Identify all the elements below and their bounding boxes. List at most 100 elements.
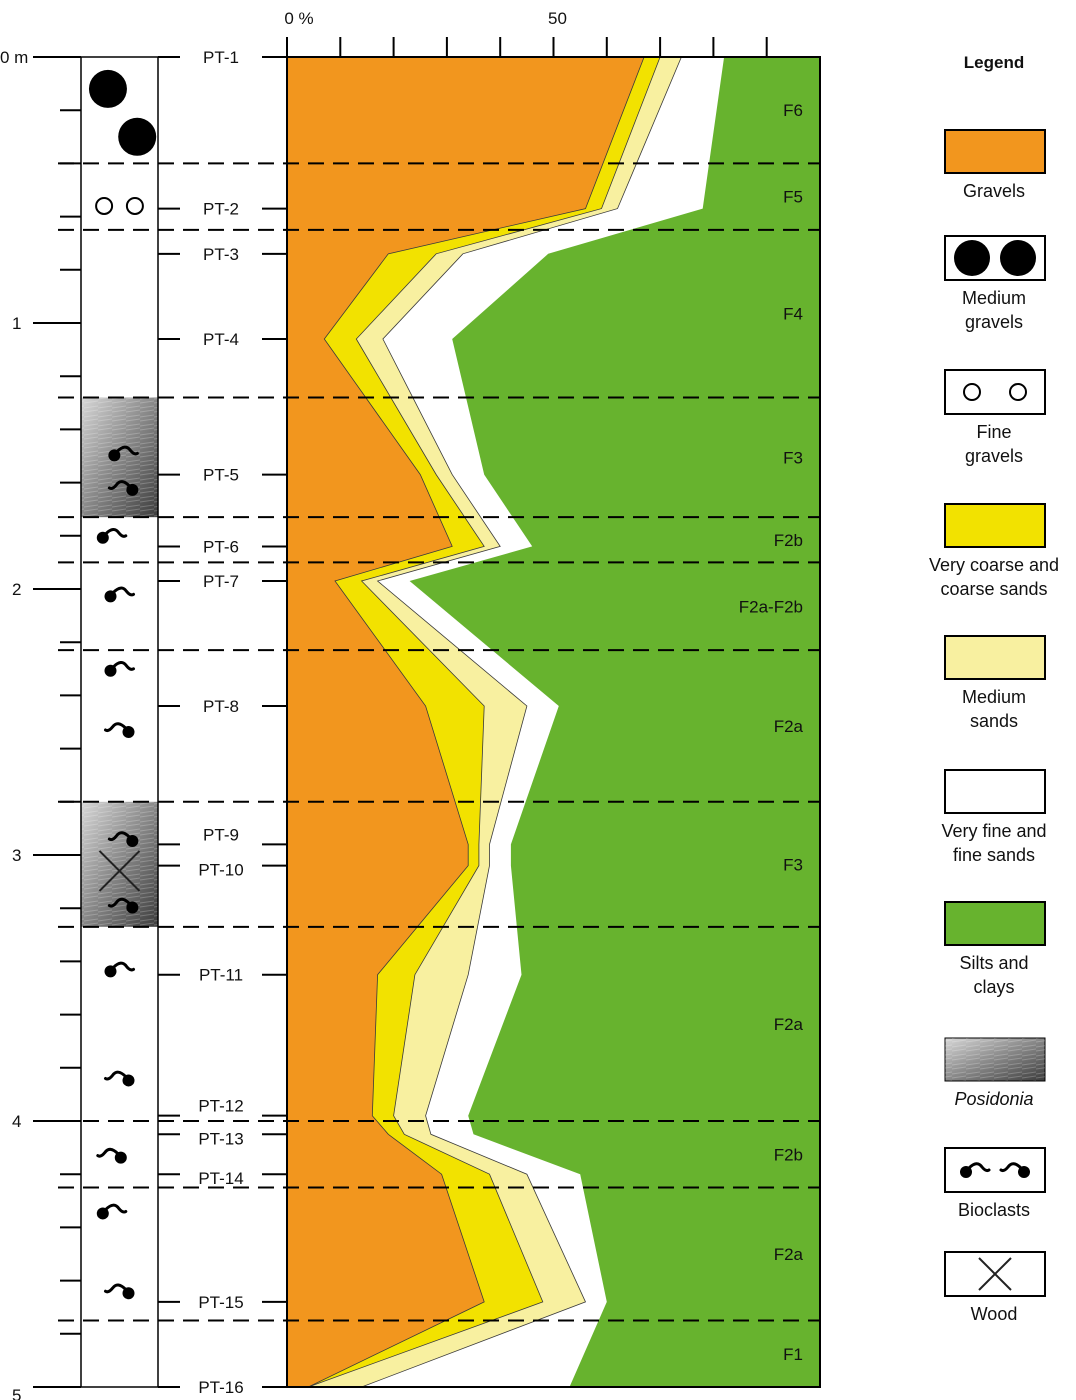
legend-label-line: gravels xyxy=(965,446,1023,466)
legend-label-line: fine sands xyxy=(953,845,1035,865)
facies-label: F5 xyxy=(783,188,803,207)
bioclast-tail-icon xyxy=(96,1147,120,1158)
legend-label: Medium gravels xyxy=(962,288,1026,332)
area-very-coarse-and-coarse-sands xyxy=(308,57,661,1387)
legend-item: Medium gravels xyxy=(944,235,1046,332)
bioclast-tail-icon xyxy=(999,1162,1023,1173)
legend-item: Very coarse and coarse sands xyxy=(929,503,1059,599)
sample-label: PT-8 xyxy=(203,697,239,716)
legend-swatch xyxy=(944,1147,1046,1193)
bioclast-tail-icon xyxy=(104,1203,128,1214)
legend-label: Silts and clays xyxy=(959,953,1028,997)
legend-label-line: Wood xyxy=(971,1304,1018,1324)
band-boundary-line xyxy=(361,57,682,1387)
sample-label: PT-4 xyxy=(203,330,239,349)
facies-label: F2a-F2b xyxy=(739,597,803,616)
legend-swatch xyxy=(944,901,1046,946)
legend-label: Gravels xyxy=(963,181,1025,201)
bioclast-tail-icon xyxy=(104,1070,127,1081)
legend-item: Wood xyxy=(944,1251,1046,1324)
depth-axis-label: 5 xyxy=(12,1386,21,1400)
legend: Legend Gravels Medium gravels Fine gravels Ver… xyxy=(929,53,1059,1324)
legend-item: Very fine and fine sands xyxy=(941,769,1047,865)
legend-item: Medium sands xyxy=(944,635,1046,731)
legend-swatch xyxy=(944,503,1046,548)
bioclast-tail-icon xyxy=(112,586,135,597)
area-medium-sands xyxy=(308,57,682,1387)
wood-icon xyxy=(98,850,141,892)
medium-gravel-icon xyxy=(118,117,157,156)
legend-label-line: Very coarse and xyxy=(929,555,1059,575)
depth-axis-label: 2 xyxy=(12,580,21,599)
x-axis-tick-label: 50 xyxy=(548,9,567,28)
legend-swatch xyxy=(944,129,1046,174)
fine-gravel-icon xyxy=(125,196,144,215)
fine-gravel-icon xyxy=(1009,383,1027,401)
legend-swatch xyxy=(944,769,1046,814)
sample-label: PT-3 xyxy=(203,245,239,264)
bioclast-tail-icon xyxy=(112,961,135,972)
band-boundary-line xyxy=(308,57,645,1387)
sample-label: PT-14 xyxy=(198,1169,243,1188)
sample-label: PT-12 xyxy=(198,1097,243,1116)
legend-label-line: sands xyxy=(970,711,1018,731)
legend-label: Wood xyxy=(971,1304,1018,1324)
depth-axis-label: 0 m xyxy=(0,48,28,67)
legend-item: Gravels xyxy=(944,129,1046,201)
legend-swatch-posidonia-texture xyxy=(945,1038,1045,1081)
legend-label: Very coarse and coarse sands xyxy=(929,555,1059,599)
legend-item: Bioclasts xyxy=(944,1147,1046,1220)
legend-label: Medium sands xyxy=(962,687,1026,731)
sample-label: PT-13 xyxy=(198,1129,243,1148)
facies-label: F3 xyxy=(783,448,803,467)
bioclast-tail-icon xyxy=(107,480,131,490)
bioclast-tail-icon xyxy=(115,445,139,456)
facies-label: F3 xyxy=(783,855,803,874)
legend-label: Posidonia xyxy=(954,1089,1033,1109)
bioclast-tail-icon xyxy=(112,661,135,671)
legend-label-line: Fine xyxy=(976,422,1011,442)
area-very-fine-and-fine-sands xyxy=(361,57,725,1387)
sample-label: PT-5 xyxy=(203,466,239,485)
legend-item: Silts and clays xyxy=(944,901,1046,997)
legend-label-line: coarse sands xyxy=(940,579,1047,599)
depth-axis-label: 1 xyxy=(12,314,21,333)
bioclast-tail-icon xyxy=(104,528,128,538)
bioclast-tail-icon xyxy=(104,1283,127,1294)
sample-label: PT-15 xyxy=(198,1293,243,1312)
posidonia-texture xyxy=(81,801,158,927)
legend-label: Bioclasts xyxy=(958,1200,1030,1220)
lithology-border xyxy=(80,56,159,1388)
axes: 0 % 50 0 m 1 2 3 4 5 PT-1 PT-2 PT-3 PT-4 PT-5 PT-6 PT-… xyxy=(0,9,768,1400)
depth-axis-label: 4 xyxy=(12,1112,21,1131)
facies-label: F2a xyxy=(774,717,804,736)
legend-label-line: clays xyxy=(973,977,1014,997)
bioclast-tail-icon xyxy=(967,1162,991,1173)
medium-gravel-icon xyxy=(954,240,990,276)
sample-label: PT-7 xyxy=(203,572,239,591)
sample-label: PT-9 xyxy=(203,825,239,844)
facies-label: F2a xyxy=(774,1245,804,1264)
bioclast-tail-icon xyxy=(104,722,127,733)
legend-item: Posidonia xyxy=(944,1037,1046,1109)
legend-label-line: Bioclasts xyxy=(958,1200,1030,1220)
legend-label-line: gravels xyxy=(965,312,1023,332)
area-silts-and-clays xyxy=(409,57,820,1387)
facies-label: F2a xyxy=(774,1015,804,1034)
facies-label: F6 xyxy=(783,101,803,120)
facies-label: F4 xyxy=(783,305,803,324)
legend-label: Fine gravels xyxy=(965,422,1023,466)
legend-label-line: Very fine and xyxy=(941,821,1046,841)
depth-axis-label: 3 xyxy=(12,846,21,865)
legend-label-line: Medium xyxy=(962,687,1026,707)
sample-label: PT-6 xyxy=(203,537,239,556)
lithology-column xyxy=(80,56,159,1388)
legend-label-line: Posidonia xyxy=(954,1089,1033,1109)
sample-label: PT-1 xyxy=(203,48,239,67)
wood-icon xyxy=(978,1257,1012,1291)
legend-swatch xyxy=(944,635,1046,680)
grain-size-areas xyxy=(287,57,820,1387)
facies-label: F2b xyxy=(774,1145,803,1164)
fine-gravel-icon xyxy=(95,196,114,215)
